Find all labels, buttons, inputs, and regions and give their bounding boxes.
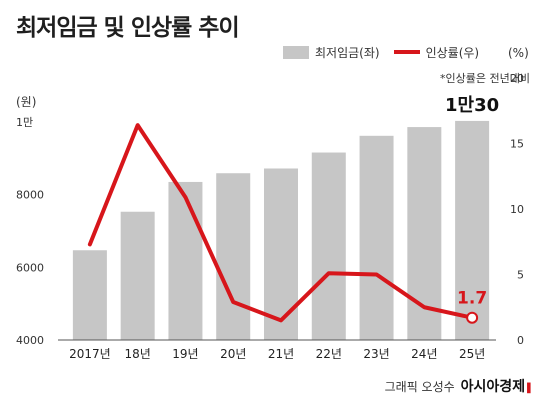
right-tick-label: 0 [517, 334, 524, 347]
right-tick-label: 5 [517, 269, 524, 282]
right-tick-label: 10 [510, 203, 524, 216]
bar [455, 120, 490, 340]
credit-author: 그래픽 오성수 [384, 380, 455, 394]
left-tick-label: 6000 [16, 261, 44, 274]
bar [359, 135, 394, 340]
bar [407, 127, 442, 340]
chart-title: 최저임금 및 인상률 추이 [16, 15, 240, 41]
legend-line-label: 인상률(우) [425, 45, 480, 60]
legend-bar-swatch [283, 45, 309, 59]
bar [311, 152, 346, 340]
bar [168, 181, 203, 340]
x-tick-label: 18년 [125, 347, 151, 361]
left-tick-label: 4000 [16, 334, 44, 347]
legend-bar-label: 최저임금(좌) [315, 45, 380, 60]
credit-brand: 아시아경제 [460, 379, 526, 395]
x-tick-label: 21년 [268, 347, 294, 361]
x-tick-label: 22년 [316, 347, 342, 361]
bar [72, 250, 107, 340]
right-tick-label: 20 [510, 72, 524, 85]
right-tick-label: 15 [510, 138, 524, 151]
legend-line-swatch [393, 50, 420, 54]
chart-credit: 그래픽 오성수 아시아경제 ▌ [385, 376, 534, 396]
bar [216, 173, 251, 340]
x-tick-label: 19년 [172, 347, 198, 361]
line-end-marker [466, 311, 479, 324]
bar-annotation: 1만30 [445, 95, 499, 116]
chart-note: *인상률은 전년대비 [440, 72, 530, 85]
chart-legend: 최저임금(좌) 인상률(우) [283, 42, 479, 62]
x-tick-label: 24년 [411, 347, 437, 361]
line-series [87, 123, 475, 323]
bar [120, 211, 155, 340]
x-tick-label: 23년 [363, 347, 389, 361]
line-annotation: 1.7 [457, 289, 487, 309]
right-axis-unit: (%) [508, 46, 529, 60]
left-axis-unit: (원) [16, 95, 37, 109]
left-tick-label: 8000 [16, 189, 44, 202]
brand-mark-icon: ▌ [527, 384, 534, 394]
left-tick-label: 1만 [16, 116, 33, 129]
x-tick-label: 2017년 [69, 347, 111, 361]
x-tick-label: 25년 [459, 347, 485, 361]
x-tick-label: 20년 [220, 347, 246, 361]
